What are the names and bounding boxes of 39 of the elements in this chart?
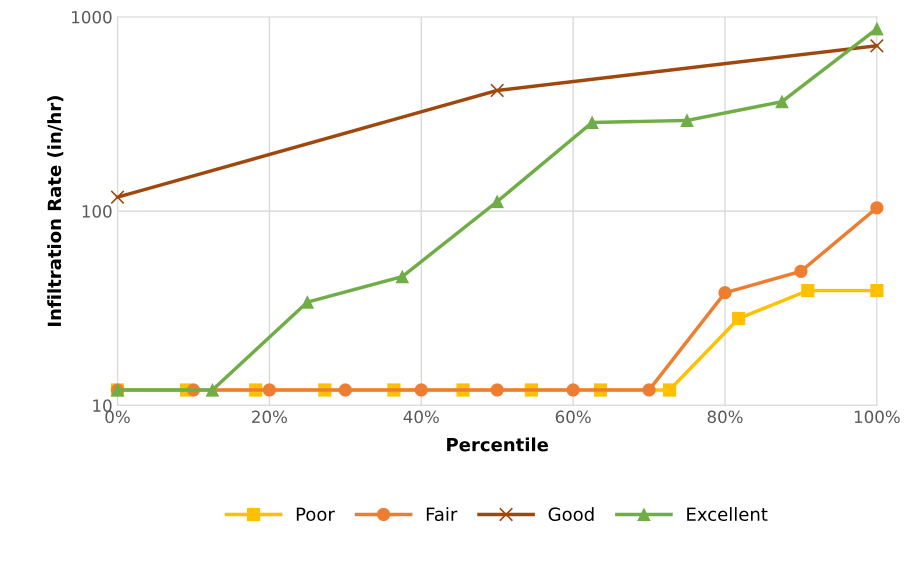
point [870, 22, 884, 36]
point [775, 95, 789, 108]
point [794, 264, 808, 278]
point [662, 383, 676, 397]
x-tick-label: 40% [404, 410, 439, 424]
point [262, 383, 276, 397]
point [206, 383, 220, 397]
legend-label: Poor [296, 508, 335, 522]
legend-label: Good [548, 507, 594, 522]
x-tick-label: 80% [708, 410, 743, 424]
point [586, 116, 599, 130]
x-axis-title: Percentile [447, 437, 548, 452]
point [396, 270, 409, 284]
point [490, 194, 504, 208]
point [300, 296, 314, 309]
y-tick-label: 100 [82, 205, 112, 218]
y-tick-label: 1000 [72, 10, 112, 24]
x-tick-label: 60% [556, 410, 591, 424]
point [642, 383, 656, 397]
point [718, 286, 732, 300]
legend-label: Fair [426, 507, 458, 522]
point [870, 284, 884, 298]
legend-label: Excellent [687, 507, 768, 522]
point [680, 114, 694, 128]
x-tick-label: 100% [854, 410, 900, 424]
point [870, 201, 884, 214]
point [490, 83, 504, 98]
point [801, 284, 814, 298]
y-tick-label: 10 [93, 399, 112, 412]
y-axis-title: Infiltration Rate (in/hr) [47, 96, 64, 326]
point [110, 190, 125, 204]
point [870, 38, 884, 53]
point [490, 383, 504, 397]
point [414, 383, 428, 397]
point [566, 383, 580, 397]
point [732, 312, 746, 326]
x-tick-label: 0% [105, 410, 130, 424]
point [338, 383, 352, 397]
x-tick-label: 20% [252, 410, 287, 424]
